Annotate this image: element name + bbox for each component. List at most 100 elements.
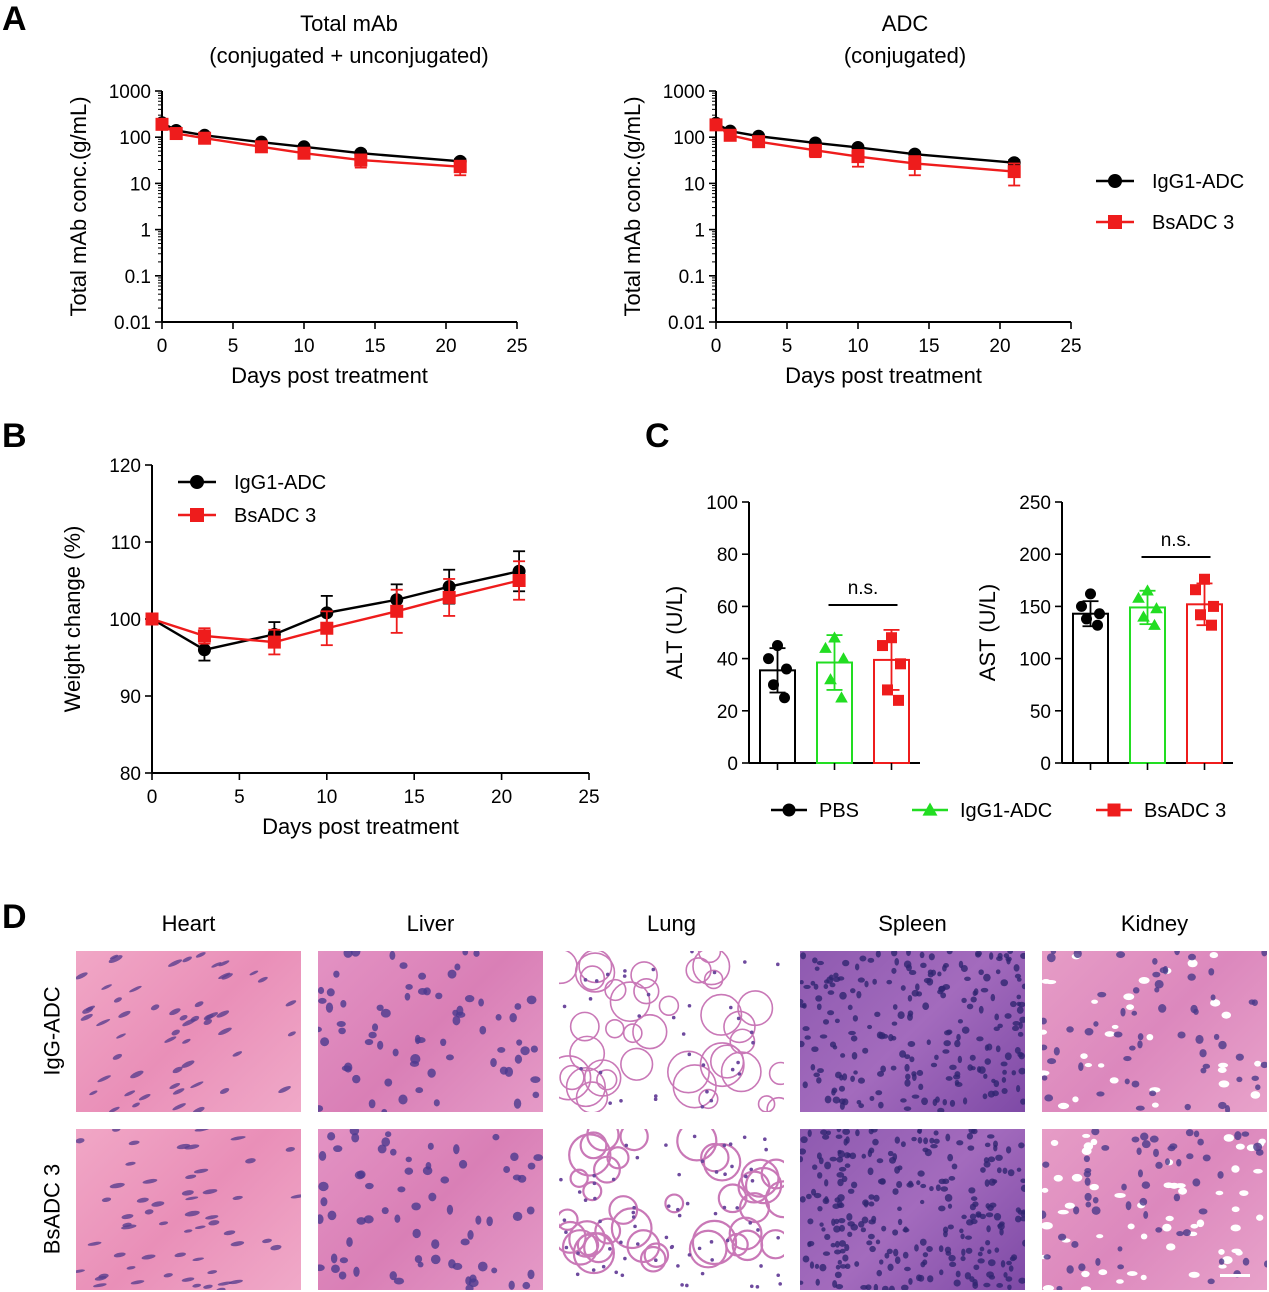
x-tick-label: 10 xyxy=(316,787,337,808)
chart-subtitle-total-mab: (conjugated + unconjugated) xyxy=(209,43,489,68)
histology-column-label: Lung xyxy=(647,911,696,936)
y-tick-label: 120 xyxy=(109,456,141,477)
panel-label-c: C xyxy=(645,417,670,455)
legend-label: BsADC 3 xyxy=(1152,212,1234,234)
legend-item: IgG1-ADC xyxy=(178,472,326,494)
legend-marker xyxy=(190,475,204,489)
histology-texture xyxy=(559,951,784,1112)
data-point xyxy=(828,631,841,643)
data-point xyxy=(155,117,169,131)
y-tick-label: 110 xyxy=(111,533,141,554)
panel-label-b: B xyxy=(2,417,27,455)
data-point xyxy=(837,652,850,664)
y-tick-label: 1 xyxy=(140,221,151,242)
y-tick-label: 90 xyxy=(120,687,141,708)
data-point xyxy=(1195,609,1206,621)
x-tick-label: 20 xyxy=(989,336,1010,357)
y-tick-label: 200 xyxy=(1019,545,1051,566)
histology-texture xyxy=(76,1129,301,1290)
scale-bar xyxy=(1220,1274,1250,1277)
data-point xyxy=(267,635,281,649)
data-point xyxy=(772,640,783,652)
data-point xyxy=(1199,573,1210,585)
y-tick-label: 0.1 xyxy=(679,267,705,288)
data-point xyxy=(723,128,737,142)
chart-subtitle-adc: (conjugated) xyxy=(844,43,966,68)
y-tick-label: 0.01 xyxy=(114,313,151,334)
data-point xyxy=(197,643,211,657)
y-tick-label: 0 xyxy=(727,754,738,775)
data-point xyxy=(442,590,456,604)
x-axis-label: Days post treatment xyxy=(231,363,428,388)
y-tick-label: 50 xyxy=(1030,702,1051,723)
data-point xyxy=(709,118,723,132)
legend-label: IgG1-ADC xyxy=(1152,171,1244,193)
y-tick-label: 1000 xyxy=(663,82,705,103)
data-point xyxy=(908,156,922,170)
y-tick-label: 100 xyxy=(119,128,151,149)
y-tick-label: 60 xyxy=(717,597,738,618)
y-axis-label: ALT (U/L) xyxy=(662,586,687,679)
x-tick-label: 20 xyxy=(435,336,456,357)
histology-image-spleen-igg-adc xyxy=(800,951,1025,1112)
y-tick-label: 20 xyxy=(717,702,738,723)
x-tick-label: 20 xyxy=(491,787,512,808)
data-point xyxy=(512,574,526,587)
chart-title-adc: ADC xyxy=(882,11,929,36)
bar-group-bsadc-3 xyxy=(1186,573,1223,765)
histology-column-label: Liver xyxy=(406,911,455,936)
histology-row-label: BsADC 3 xyxy=(39,1163,64,1254)
data-point xyxy=(1206,619,1217,631)
bar-group-bsadc-3 xyxy=(873,628,910,765)
data-point xyxy=(779,692,790,704)
y-axis-label: Weight change (%) xyxy=(60,526,85,713)
bar-group-pbs xyxy=(1072,588,1109,765)
x-tick-label: 5 xyxy=(782,336,793,357)
y-tick-label: 40 xyxy=(717,650,738,671)
histology-column-label: Spleen xyxy=(878,911,947,936)
data-point xyxy=(886,632,897,644)
y-tick-label: 100 xyxy=(706,493,738,514)
bar xyxy=(1129,606,1166,764)
x-tick-label: 25 xyxy=(506,336,527,357)
y-tick-label: 80 xyxy=(120,764,141,785)
x-tick-label: 25 xyxy=(1060,336,1081,357)
legend-item: IgG1-ADC xyxy=(912,800,1052,822)
histology-texture xyxy=(559,1129,784,1289)
data-point xyxy=(390,604,404,618)
legend-marker xyxy=(1107,803,1121,817)
x-tick-label: 10 xyxy=(847,336,868,357)
histology-texture xyxy=(1042,951,1267,1112)
legend-label: PBS xyxy=(819,800,859,822)
x-tick-label: 0 xyxy=(711,336,722,357)
histology-image-lung-igg-adc xyxy=(559,951,784,1112)
data-point xyxy=(768,679,779,691)
y-tick-label: 250 xyxy=(1019,493,1051,514)
data-point xyxy=(1081,613,1092,625)
x-tick-label: 25 xyxy=(578,787,599,808)
histology-texture xyxy=(318,1129,543,1290)
significance-label: n.s. xyxy=(848,578,879,599)
x-axis-label: Days post treatment xyxy=(785,363,982,388)
legend-marker xyxy=(922,802,938,816)
x-tick-label: 10 xyxy=(293,336,314,357)
data-point xyxy=(877,640,888,652)
bar-group-pbs xyxy=(759,640,796,764)
legend-item: PBS xyxy=(771,800,859,822)
x-tick-label: 0 xyxy=(157,336,168,357)
histology-image-kidney-igg-adc xyxy=(1042,951,1267,1112)
data-point xyxy=(1208,600,1219,612)
data-point xyxy=(1137,610,1150,622)
data-point xyxy=(1150,602,1163,614)
data-point xyxy=(1141,584,1154,596)
data-point xyxy=(1085,588,1096,600)
y-tick-label: 0.01 xyxy=(668,313,705,334)
data-point xyxy=(1092,619,1103,631)
y-tick-label: 100 xyxy=(1019,650,1051,671)
data-point xyxy=(808,143,822,157)
y-tick-label: 0.1 xyxy=(125,267,151,288)
data-point xyxy=(1094,608,1105,620)
legend-marker xyxy=(1108,215,1122,229)
legend-item: BsADC 3 xyxy=(178,505,316,527)
data-point xyxy=(1132,591,1145,603)
